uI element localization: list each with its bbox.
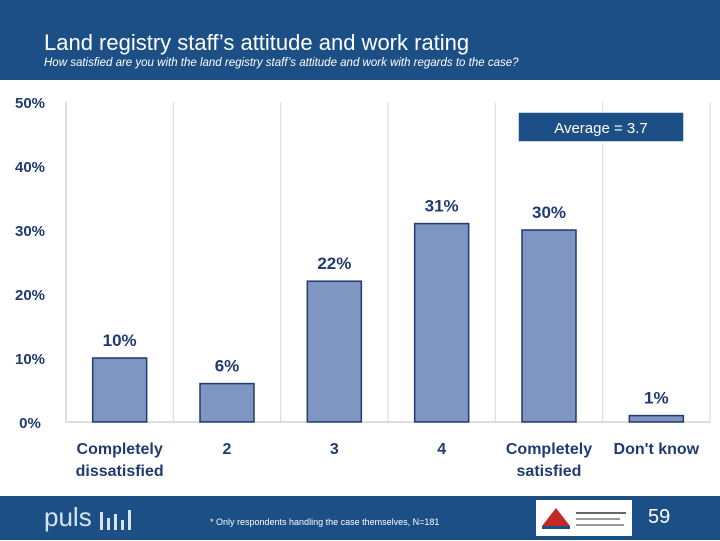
x-tick-label: 3 — [330, 441, 339, 458]
y-tick-label: 0% — [19, 415, 41, 432]
average-box — [517, 111, 685, 143]
partner-emblem-icon — [542, 508, 626, 529]
x-tick-label: 4 — [437, 441, 446, 458]
x-tick-label: Completely — [506, 441, 592, 458]
bar — [199, 382, 255, 423]
bar — [306, 280, 363, 423]
y-tick-label: 20% — [15, 287, 45, 304]
page-subtitle: How satisfied are you with the land regi… — [44, 57, 519, 69]
puls-logo-bars-icon — [100, 510, 131, 530]
footer-band: puls * Only respondents handling the cas… — [0, 496, 720, 540]
data-label: 30% — [532, 203, 566, 222]
data-label: 22% — [317, 254, 351, 273]
bar — [91, 357, 148, 423]
y-tick-label: 30% — [15, 223, 45, 240]
page-number: 59 — [648, 506, 671, 528]
footnote: * Only respondents handling the case the… — [210, 517, 440, 527]
bar — [521, 229, 577, 423]
x-tick-label: Don't know — [614, 441, 700, 458]
y-tick-label: 50% — [15, 95, 45, 112]
x-tick-label: Completely — [77, 441, 163, 458]
y-tick-label: 10% — [15, 351, 45, 368]
data-label: 10% — [103, 331, 137, 350]
x-tick-label: 2 — [223, 441, 232, 458]
average-annotation: Average = 3.7 — [554, 120, 648, 137]
bar — [413, 222, 470, 423]
data-label: 31% — [425, 197, 459, 216]
page-title: Land registry staff’s attitude and work … — [44, 30, 470, 55]
partner-logo — [536, 500, 632, 536]
header-band: Land registry staff’s attitude and work … — [0, 0, 720, 80]
x-tick-label: satisfied — [517, 463, 582, 480]
puls-logo: puls — [44, 502, 92, 532]
bar-chart: 0% 10% 20% 30% 40% 50% 10% Completely dissatisfi… — [15, 95, 711, 480]
y-tick-label: 40% — [15, 159, 45, 176]
data-label: 1% — [644, 389, 669, 408]
data-label: 6% — [215, 357, 240, 376]
bar — [628, 414, 685, 423]
x-tick-label: dissatisfied — [76, 463, 164, 480]
